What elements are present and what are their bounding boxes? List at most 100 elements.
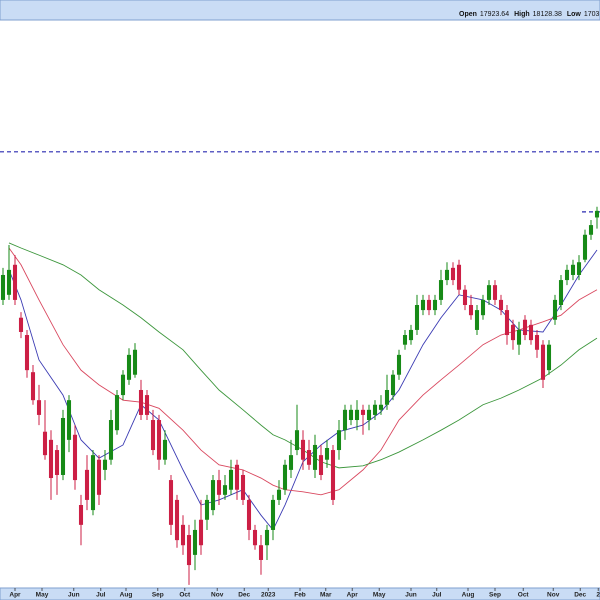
candle-body xyxy=(18,317,24,332)
candle-body xyxy=(534,335,540,350)
candle-body xyxy=(354,409,360,421)
x-tick-label: Jul xyxy=(432,592,442,599)
header-bar xyxy=(0,0,600,21)
candle-body xyxy=(366,409,372,421)
candle-body xyxy=(450,267,456,281)
x-tick-label: Feb xyxy=(294,592,306,599)
candle-body xyxy=(258,545,264,560)
candle-body xyxy=(546,344,552,371)
candle-body xyxy=(372,404,378,415)
candle-body xyxy=(42,431,48,456)
x-tick-label: Aug xyxy=(462,592,475,599)
candle-body xyxy=(552,299,558,320)
candle-body xyxy=(36,400,42,415)
x-tick-label: 2023 xyxy=(261,592,276,599)
candle-body xyxy=(504,310,510,336)
candle-body xyxy=(474,310,480,330)
candle-body xyxy=(264,529,270,546)
readout-label: Low xyxy=(567,11,582,18)
candle-body xyxy=(390,374,396,396)
candle-body xyxy=(180,524,186,546)
candle-body xyxy=(420,299,426,311)
candle-body xyxy=(438,280,444,300)
candle-body xyxy=(564,269,570,281)
candle-body xyxy=(204,499,210,520)
candle-body xyxy=(408,329,414,341)
x-tick-label: Jun xyxy=(405,592,417,599)
readout-value: 1703 xyxy=(584,11,600,18)
x-tick-label: Jul xyxy=(96,592,106,599)
candle-body xyxy=(48,439,54,479)
candle-body xyxy=(186,535,192,566)
candle-body xyxy=(132,349,138,375)
x-tick-label: Apr xyxy=(9,592,21,599)
x-tick-label: Oct xyxy=(179,592,191,599)
moving-average-line xyxy=(8,247,598,496)
candle-body xyxy=(198,519,204,546)
candle-body xyxy=(522,319,528,336)
candle-body xyxy=(54,450,60,475)
plot-area xyxy=(0,151,600,585)
candle-body xyxy=(162,439,168,460)
candle-body xyxy=(120,374,126,396)
candle-body xyxy=(12,264,18,300)
candle-body xyxy=(540,344,546,380)
x-tick-label: Mar xyxy=(320,592,332,599)
candle-body xyxy=(558,280,564,305)
candle-body xyxy=(78,505,84,525)
candle-body xyxy=(6,269,12,295)
candle-body xyxy=(462,289,468,305)
readout-value: 18128.38 xyxy=(533,11,562,18)
x-tick-label: Oct xyxy=(518,592,530,599)
x-tick-label: Dec xyxy=(238,592,250,599)
candle-body xyxy=(342,409,348,431)
candle-body xyxy=(66,400,72,440)
x-axis: Apr May Jun Jul Aug Sep Oct Nov Dec 2023 Feb Mar Apr… xyxy=(9,588,600,599)
candle-body xyxy=(486,285,492,300)
candle-body xyxy=(312,444,318,470)
readout-label: High xyxy=(514,11,530,18)
candle-body xyxy=(336,430,342,451)
candle-body xyxy=(0,274,6,300)
candle-body xyxy=(582,234,588,260)
candle-body xyxy=(468,305,474,316)
candle-body xyxy=(360,409,366,415)
candle-body xyxy=(90,455,96,511)
candle-body xyxy=(270,499,276,530)
candle-body xyxy=(84,469,90,500)
candle-body xyxy=(108,420,114,460)
x-tick-label: May xyxy=(373,592,386,599)
candle-body xyxy=(306,450,312,465)
candle-body xyxy=(246,499,252,530)
candle-body xyxy=(594,210,600,218)
x-tick-label: Sep xyxy=(489,592,501,599)
candle-body xyxy=(216,480,222,495)
candle-body xyxy=(126,354,132,380)
candle-body xyxy=(174,499,180,541)
x-tick-label: Sep xyxy=(152,592,164,599)
candle-body xyxy=(192,529,198,555)
candle-body xyxy=(156,420,162,460)
candle-body xyxy=(72,434,78,481)
x-tick-label: Jun xyxy=(68,592,80,599)
candle-body xyxy=(492,285,498,300)
candle-body xyxy=(60,417,66,475)
candle-body xyxy=(318,455,324,475)
candle-body xyxy=(102,459,108,470)
candle-body xyxy=(510,324,516,341)
candle-body xyxy=(138,389,144,415)
candle-body xyxy=(330,450,336,500)
candle-body xyxy=(96,459,102,495)
candle-body xyxy=(228,469,234,490)
candle-body xyxy=(324,448,330,460)
x-tick-label: Dec xyxy=(574,592,586,599)
moving-average-line xyxy=(8,242,598,469)
candle-body xyxy=(24,335,30,371)
candle-body xyxy=(30,372,36,401)
candle-body xyxy=(414,305,420,330)
candle-body xyxy=(498,299,504,311)
candle-body xyxy=(210,480,216,511)
candle-body xyxy=(444,269,450,281)
